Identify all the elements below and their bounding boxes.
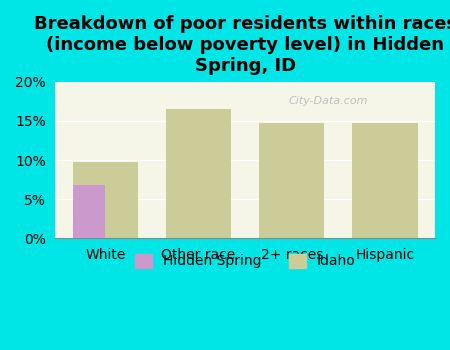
Bar — [73, 185, 105, 238]
Legend: Hidden Spring, Idaho: Hidden Spring, Idaho — [128, 247, 362, 275]
Bar — [259, 123, 324, 238]
Bar — [73, 162, 138, 238]
Bar — [166, 109, 231, 238]
Bar — [352, 123, 418, 238]
Title: Breakdown of poor residents within races
(income below poverty level) in Hidden
: Breakdown of poor residents within races… — [34, 15, 450, 75]
Text: City-Data.com: City-Data.com — [289, 96, 369, 105]
